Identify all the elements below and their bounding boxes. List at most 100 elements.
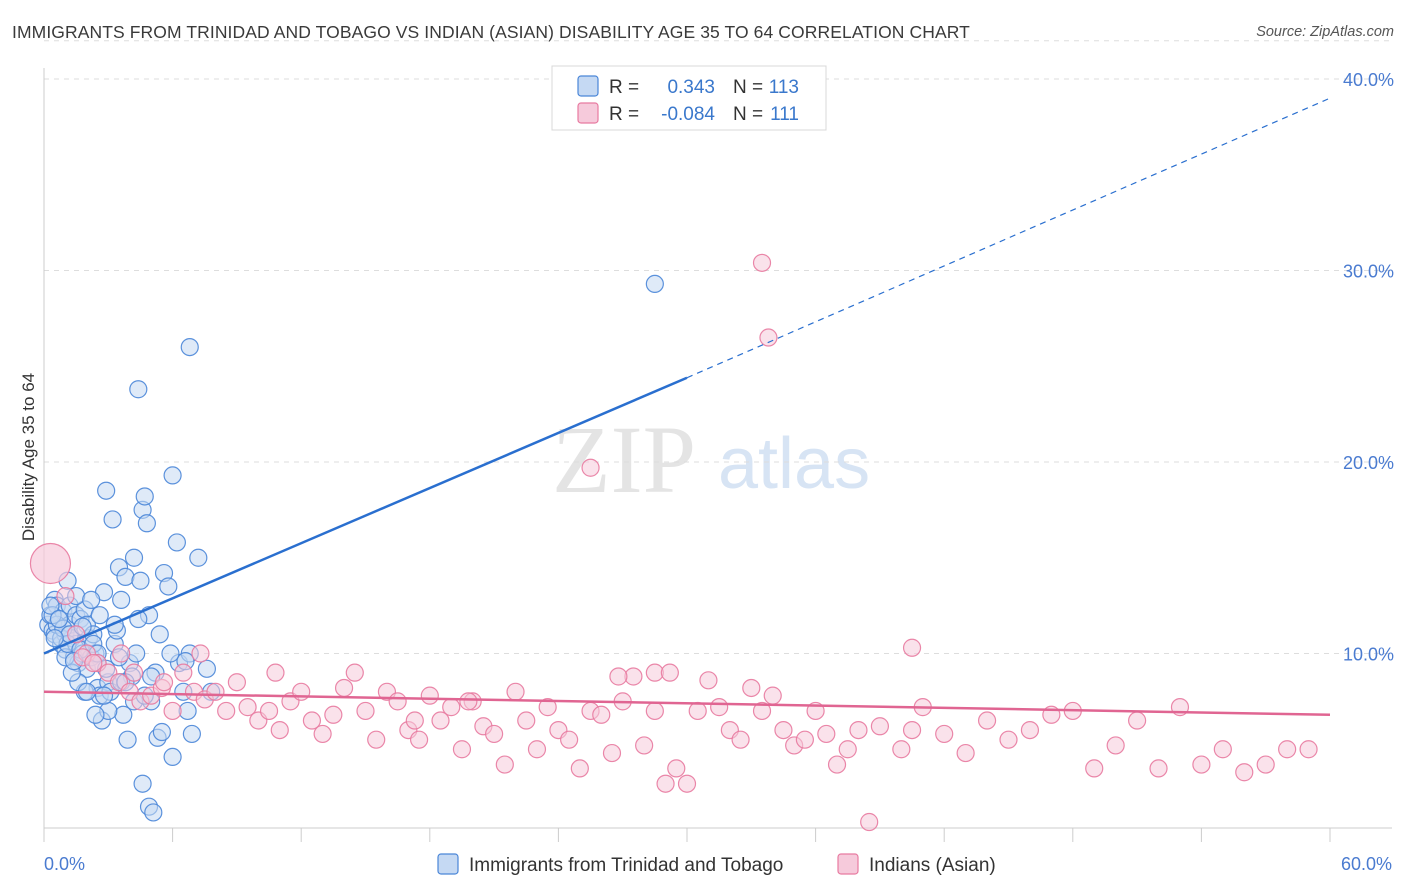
trinidad-point bbox=[116, 567, 135, 587]
y-tick-label-30: 30.0% bbox=[1343, 262, 1394, 282]
indians-point bbox=[902, 720, 922, 740]
indians-point bbox=[1192, 755, 1211, 774]
x-tick-label-min: 0.0% bbox=[44, 854, 85, 874]
trend-line-trinidad bbox=[43, 376, 688, 655]
trinidad-point bbox=[129, 380, 148, 399]
trinidad-point bbox=[49, 609, 69, 629]
bottom-legend-swatch-blue bbox=[437, 853, 459, 875]
trinidad-point bbox=[86, 705, 105, 724]
trinidad-point bbox=[180, 338, 199, 357]
indians-point bbox=[1213, 740, 1232, 759]
indians-point bbox=[217, 701, 236, 721]
indians-point bbox=[752, 253, 772, 272]
indians-point bbox=[977, 711, 997, 730]
trinidad-point bbox=[82, 590, 101, 609]
trinidad-point bbox=[163, 466, 182, 485]
trinidad-point bbox=[144, 803, 163, 822]
indians-point bbox=[560, 730, 579, 749]
indians-point bbox=[635, 736, 654, 755]
trinidad-point bbox=[118, 730, 137, 749]
indians-point bbox=[902, 638, 922, 657]
trinidad-point bbox=[94, 686, 114, 705]
trinidad-point bbox=[189, 548, 208, 567]
trinidad-point bbox=[97, 481, 116, 500]
indians-point bbox=[431, 711, 450, 730]
indians-point bbox=[817, 724, 836, 744]
indians-point bbox=[334, 678, 354, 698]
indians-point bbox=[710, 698, 729, 717]
indians-point bbox=[324, 705, 343, 724]
indians-point bbox=[356, 701, 375, 721]
indians-point bbox=[592, 705, 611, 724]
indians-point bbox=[302, 711, 322, 730]
legend-r-label-1: R = bbox=[609, 77, 639, 98]
legend-r-value-2: -0.084 bbox=[661, 104, 715, 125]
indians-point bbox=[405, 711, 424, 730]
indians-point bbox=[538, 698, 557, 717]
indians-point bbox=[409, 730, 429, 749]
indians-point bbox=[259, 701, 279, 721]
bottom-legend-label-1: Immigrants from Trinidad and Tobago bbox=[469, 855, 783, 876]
trinidad-point bbox=[152, 722, 171, 742]
indians-point bbox=[270, 720, 289, 740]
y-axis-title: Disability Age 35 to 64 bbox=[19, 373, 38, 541]
indians-point bbox=[742, 678, 761, 698]
indians-point bbox=[506, 682, 525, 701]
bottom-legend-label-2: Indians (Asian) bbox=[869, 855, 996, 876]
indians-point bbox=[827, 755, 847, 774]
trend-lines bbox=[43, 97, 1331, 717]
indians-point bbox=[609, 667, 628, 686]
legend-n-value-2: 111 bbox=[770, 104, 799, 125]
indians-point bbox=[731, 730, 750, 749]
series-legend: Immigrants from Trinidad and Tobago Indi… bbox=[437, 853, 996, 876]
watermark-atlas: atlas bbox=[718, 424, 870, 504]
trinidad-point bbox=[45, 629, 64, 648]
indians-point bbox=[1127, 711, 1147, 730]
indians-point bbox=[602, 743, 622, 763]
y-tick-label-10: 10.0% bbox=[1343, 645, 1394, 665]
legend-r-value-1: 0.343 bbox=[667, 77, 715, 98]
chart-title: IMMIGRANTS FROM TRINIDAD AND TOBAGO VS I… bbox=[12, 22, 970, 42]
indians-point bbox=[774, 720, 793, 740]
watermark-zip: ZIP bbox=[552, 406, 696, 513]
indians-point bbox=[660, 663, 679, 682]
legend-swatch-pink bbox=[577, 102, 599, 124]
indians-point bbox=[838, 740, 857, 759]
indians-point bbox=[367, 730, 386, 749]
indians-point bbox=[56, 586, 75, 606]
indians-point bbox=[527, 740, 547, 759]
indians-point bbox=[112, 644, 131, 663]
legend-n-label-1: N = bbox=[733, 77, 763, 98]
indians-point bbox=[266, 663, 285, 682]
indians-point bbox=[795, 730, 814, 749]
indians-point bbox=[759, 328, 778, 347]
indians-point bbox=[688, 701, 707, 721]
indians-point bbox=[163, 701, 182, 721]
indians-point bbox=[345, 663, 364, 682]
trinidad-point bbox=[137, 514, 156, 533]
indians-point bbox=[1299, 740, 1318, 759]
indians-point bbox=[191, 644, 210, 663]
trinidad-point bbox=[90, 606, 109, 625]
series-indians-points bbox=[29, 253, 1318, 832]
legend-swatch-blue bbox=[577, 75, 599, 97]
indians-point bbox=[999, 730, 1018, 749]
y-tick-label-20: 20.0% bbox=[1343, 453, 1394, 473]
trinidad-point bbox=[103, 510, 122, 529]
indians-point bbox=[1278, 740, 1297, 759]
indians-point bbox=[870, 717, 890, 736]
trinidad-point bbox=[131, 571, 150, 590]
trinidad-point bbox=[161, 644, 180, 663]
indians-point bbox=[849, 720, 868, 740]
indians-point bbox=[442, 698, 461, 717]
grid-lines bbox=[44, 40, 1392, 654]
trinidad-point bbox=[150, 625, 169, 644]
indians-point bbox=[570, 759, 589, 778]
x-axis-ticks bbox=[43, 828, 1331, 842]
chart-source: Source: ZipAtlas.com bbox=[1256, 24, 1394, 40]
legend-n-label-2: N = bbox=[733, 104, 763, 125]
indians-point bbox=[860, 812, 879, 832]
legend-n-value-1: 113 bbox=[769, 77, 799, 98]
bottom-legend-swatch-pink bbox=[837, 853, 859, 875]
